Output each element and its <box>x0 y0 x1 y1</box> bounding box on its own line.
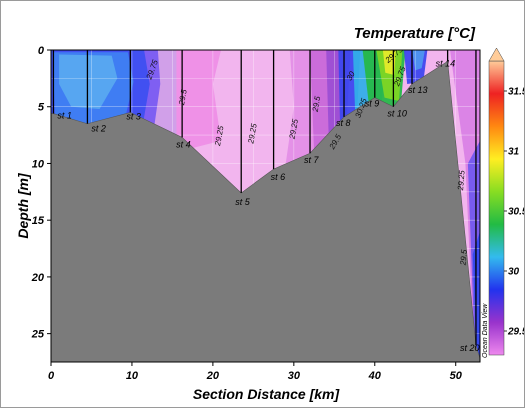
station-label: st 4 <box>176 139 191 149</box>
station-label: st 20 <box>460 343 480 353</box>
station-casts: st 1 st 2 st 3 st 4 st 5 st 6 st 7 st 8 st 9 st 1… <box>52 50 480 353</box>
isoline-label: 29.25 <box>213 125 226 148</box>
colorbar: 29.5 30 30.5 31 31.5 <box>488 47 525 356</box>
station-label: st 6 <box>271 172 286 182</box>
x-tick-label: 50 <box>450 370 463 382</box>
station-label: st 5 <box>235 197 251 207</box>
station-label: st 13 <box>408 85 428 95</box>
isoline-label: 29.5 <box>459 249 469 267</box>
colorbar-tick-label: 30 <box>508 267 520 278</box>
station-label: st 1 <box>57 111 72 121</box>
x-axis-title: Section Distance [km] <box>193 386 341 402</box>
colorbar-ticks: 29.5 30 30.5 31 31.5 <box>504 87 525 338</box>
colorbar-top-arrow <box>488 47 505 62</box>
x-axis: 0 10 20 30 40 50 <box>48 362 463 382</box>
y-tick-label: 25 <box>31 329 45 341</box>
y-tick-label: 5 <box>38 102 45 114</box>
colorbar-tick-label: 30.5 <box>508 207 524 218</box>
y-tick-label: 10 <box>32 158 45 170</box>
isoline-label: 29.5 <box>311 95 323 113</box>
plot-area: st 1 st 2 st 3 st 4 st 5 st 6 st 7 st 8 st 9 st 1… <box>51 50 480 362</box>
y-tick-label: 0 <box>38 45 45 57</box>
y-tick-label: 15 <box>32 215 45 227</box>
station-label: st 8 <box>336 118 351 128</box>
contour-region <box>382 50 396 75</box>
x-tick-label: 10 <box>126 370 139 382</box>
x-tick-label: 30 <box>288 370 301 382</box>
station-label: st 9 <box>365 99 380 109</box>
y-axis: 0 5 10 15 20 25 <box>31 45 51 341</box>
station-label: st 14 <box>436 58 456 68</box>
isoline-label: 29.5 <box>177 88 189 106</box>
station-label: st 7 <box>304 155 320 165</box>
colorbar-gradient <box>488 60 505 356</box>
station-label: st 10 <box>387 109 407 119</box>
contour-region <box>176 50 221 153</box>
isoline-label: 29.25 <box>246 122 259 145</box>
isoline-label: 29.25 <box>287 118 300 141</box>
x-tick-label: 0 <box>48 370 55 382</box>
contour-region <box>376 50 403 102</box>
contour-region <box>59 54 118 109</box>
colorbar-tick-label: 29.5 <box>507 327 524 338</box>
y-tick-label: 20 <box>31 272 45 284</box>
station-label: st 2 <box>91 124 106 134</box>
plot-border <box>50 49 481 363</box>
watermark: Ocean Data View <box>482 303 489 358</box>
seafloor-bathymetry <box>51 60 480 362</box>
colorbar-tick-label: 31.5 <box>508 87 524 98</box>
x-tick-label: 40 <box>368 370 382 382</box>
x-tick-label: 20 <box>206 370 220 382</box>
colorbar-tick-label: 31 <box>508 147 520 158</box>
y-axis-title: Depth [m] <box>15 172 31 239</box>
chart-title: Temperature [°C] <box>354 25 476 42</box>
station-label: st 3 <box>126 111 141 121</box>
isoline-label: 29.25 <box>456 169 467 191</box>
